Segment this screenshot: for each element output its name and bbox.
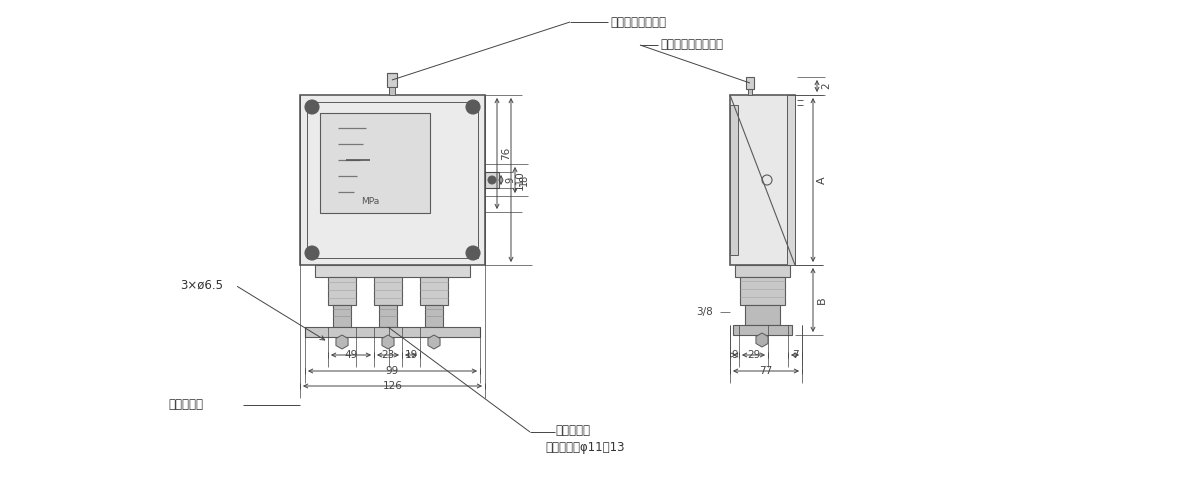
Text: 99: 99 (386, 366, 399, 376)
Bar (307, 102, 478, 258)
Text: 応差調整用ボルト: 応差調整用ボルト (610, 16, 666, 28)
Circle shape (305, 246, 319, 260)
Text: 六角対辺Ｃ: 六角対辺Ｃ (168, 398, 202, 411)
Text: 126: 126 (382, 381, 403, 391)
Circle shape (466, 246, 480, 260)
Circle shape (471, 250, 476, 256)
Text: 7: 7 (792, 350, 798, 360)
Text: 76: 76 (501, 147, 512, 160)
Polygon shape (335, 335, 349, 349)
Text: 18: 18 (519, 174, 530, 186)
Polygon shape (428, 335, 440, 349)
Bar (485, 172, 500, 188)
Bar (379, 305, 397, 327)
Bar (730, 95, 795, 265)
Text: 3×ø6.5: 3×ø6.5 (180, 278, 223, 291)
Bar (748, 89, 752, 95)
Bar (787, 95, 795, 265)
Text: A: A (817, 176, 827, 184)
Text: 23: 23 (381, 350, 394, 360)
Circle shape (488, 176, 496, 184)
Polygon shape (756, 333, 768, 347)
Bar (730, 105, 738, 255)
Text: 77: 77 (760, 366, 773, 376)
Bar (315, 265, 470, 277)
Polygon shape (382, 335, 394, 349)
Bar (389, 87, 395, 95)
Bar (387, 73, 397, 87)
Bar (320, 113, 430, 213)
Text: 49: 49 (344, 350, 358, 360)
Bar (425, 305, 443, 327)
Text: 19: 19 (405, 350, 418, 360)
Bar (328, 277, 356, 305)
Bar (733, 325, 792, 335)
Bar (374, 277, 403, 305)
Circle shape (309, 104, 315, 110)
Circle shape (309, 250, 315, 256)
Text: 9: 9 (731, 350, 738, 360)
Circle shape (305, 100, 319, 114)
Text: 2: 2 (821, 82, 831, 89)
Bar (736, 265, 789, 277)
Text: B: B (817, 296, 827, 304)
Bar (746, 77, 754, 89)
Text: MPa: MPa (361, 196, 379, 205)
Text: 3/8: 3/8 (696, 307, 713, 317)
Text: 設定圧力調整ボルト: 設定圧力調整ボルト (660, 38, 724, 52)
Text: 9: 9 (506, 177, 515, 183)
Circle shape (466, 100, 480, 114)
Bar (745, 305, 780, 325)
Bar (420, 277, 448, 305)
Circle shape (471, 104, 476, 110)
Bar (300, 95, 485, 265)
Bar (333, 305, 351, 327)
Bar (305, 327, 480, 337)
Text: 29: 29 (746, 350, 760, 360)
Bar (740, 277, 785, 305)
Text: 110: 110 (515, 170, 525, 190)
Text: 電線取出口: 電線取出口 (555, 424, 589, 436)
Text: 適合電線径φ11～13: 適合電線径φ11～13 (545, 440, 624, 454)
